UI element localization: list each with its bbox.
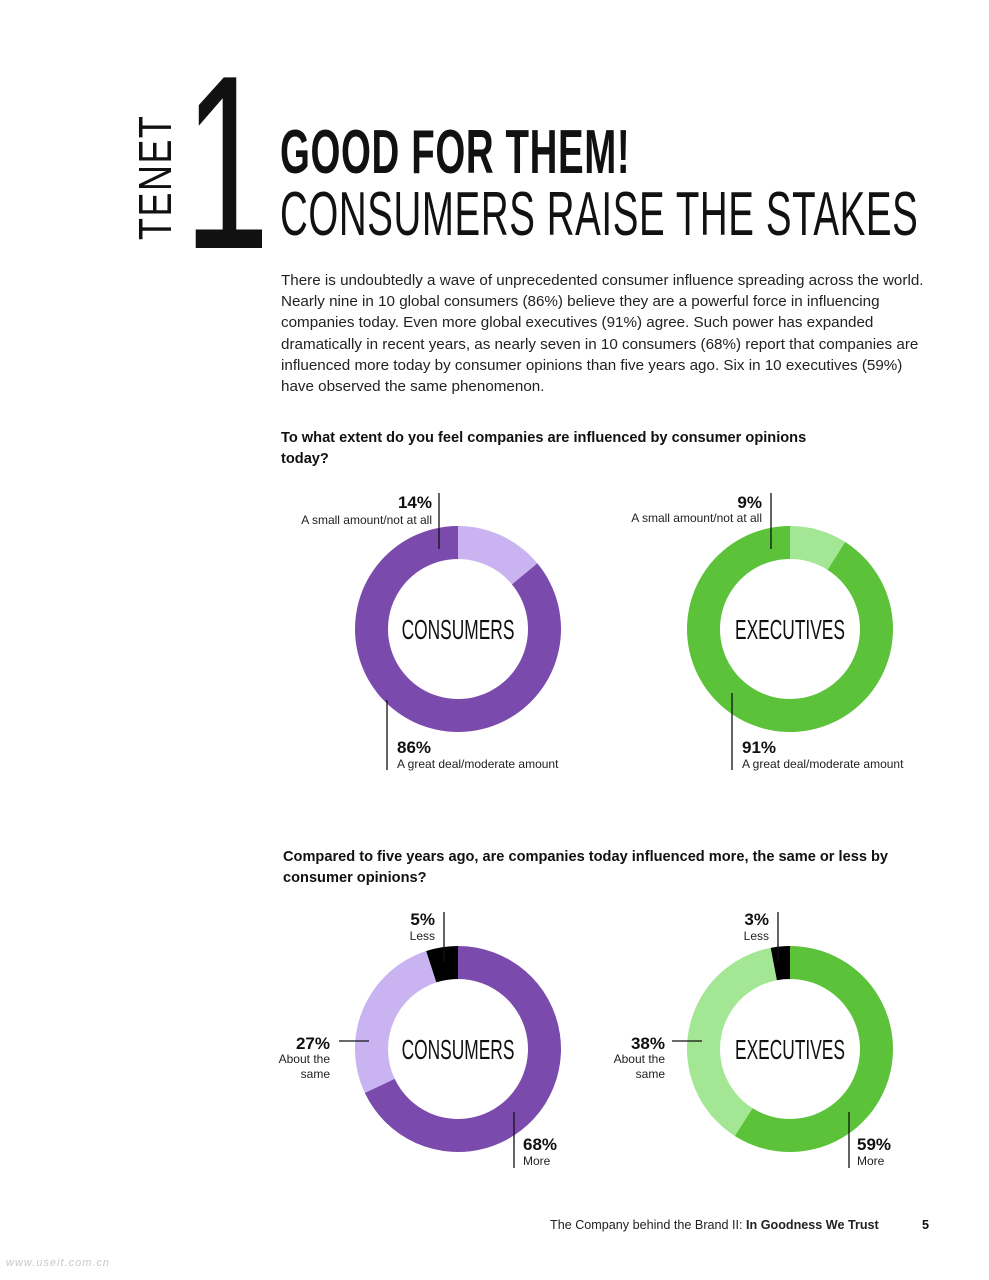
callout-percent: 86% <box>397 738 431 757</box>
donut-chart-consumers-vs-five-years: CONSUMERS <box>355 946 562 1152</box>
donut-center-label: EXECUTIVES <box>735 1034 845 1065</box>
donut-slice-more <box>734 946 893 1153</box>
donut-slice-a-great-deal-moderate-amount <box>355 526 561 733</box>
callout-label: same <box>636 1067 666 1081</box>
footer-publication-text: The Company behind the Brand II: <box>550 1218 747 1232</box>
footer-publication: The Company behind the Brand II: In Good… <box>550 1218 879 1232</box>
callout-consumers-small: 14%A small amount/not at all <box>301 493 440 549</box>
callout-label: Less <box>744 929 769 943</box>
callout-percent: 9% <box>737 493 762 512</box>
callout-label: About the <box>614 1052 666 1066</box>
callout-consumers-large: 86%A great deal/moderate amount <box>386 700 559 771</box>
callout-label: A great deal/moderate amount <box>397 757 559 771</box>
callout-percent: 27% <box>296 1034 330 1053</box>
callout-percent: 59% <box>857 1135 891 1154</box>
callout-label: A great deal/moderate amount <box>742 757 904 771</box>
question-1: To what extent do you feel companies are… <box>281 430 807 467</box>
donut-slice-a-small-amount-not-at-all <box>790 526 846 570</box>
callout-percent: 5% <box>410 910 435 929</box>
donut-chart-executives-vs-five-years: EXECUTIVES <box>687 946 893 1153</box>
donut-center-label: CONSUMERS <box>402 614 515 645</box>
donut-chart-executives-today: EXECUTIVES <box>687 526 894 732</box>
tenet-number: 1 <box>184 23 270 301</box>
donut-slice-more <box>364 946 562 1152</box>
page-title-line-2: CONSUMERS RAISE THE STAKES <box>280 180 919 249</box>
watermark: www.useit.com.cn <box>6 1257 111 1269</box>
callout-label: More <box>857 1154 885 1168</box>
donut-slice-less <box>426 946 458 983</box>
footer-publication-bold: In Goodness We Trust <box>746 1218 879 1232</box>
callout-consumers-more: 68%More <box>513 1112 557 1168</box>
donut-slice-a-small-amount-not-at-all <box>458 526 538 585</box>
donut-slice-a-great-deal-moderate-amount <box>687 526 894 732</box>
page-title-line-1: GOOD FOR THEM! <box>280 118 631 187</box>
donut-center-label: EXECUTIVES <box>735 614 845 645</box>
callout-executives-more: 59%More <box>848 1112 891 1168</box>
callout-percent: 68% <box>523 1135 557 1154</box>
callout-percent: 3% <box>744 910 769 929</box>
donut-slice-about-the-same <box>687 947 777 1136</box>
page-number: 5 <box>922 1218 930 1232</box>
donut-center-label: CONSUMERS <box>402 1034 515 1065</box>
callout-executives-less: 3%Less <box>744 910 779 962</box>
callout-label: About the <box>279 1052 331 1066</box>
callout-percent: 14% <box>398 493 432 512</box>
callout-executives-large: 91%A great deal/moderate amount <box>731 693 904 771</box>
donut-chart-consumers-today: CONSUMERS <box>355 526 561 733</box>
callout-label: same <box>301 1067 331 1081</box>
callout-consumers-less: 5%Less <box>410 910 445 962</box>
question-2: Compared to five years ago, are companie… <box>283 849 889 886</box>
intro-paragraph: There is undoubtedly a wave of unprecede… <box>281 272 924 396</box>
donut-slice-less <box>770 946 790 981</box>
callout-label: Less <box>410 929 435 943</box>
callout-percent: 91% <box>742 738 776 757</box>
callout-label: A small amount/not at all <box>631 511 762 525</box>
donut-slice-about-the-same <box>355 951 437 1093</box>
callout-label: A small amount/not at all <box>301 513 432 527</box>
callout-executives-small: 9%A small amount/not at all <box>631 493 772 549</box>
callout-percent: 38% <box>631 1034 665 1053</box>
callout-label: More <box>523 1154 551 1168</box>
